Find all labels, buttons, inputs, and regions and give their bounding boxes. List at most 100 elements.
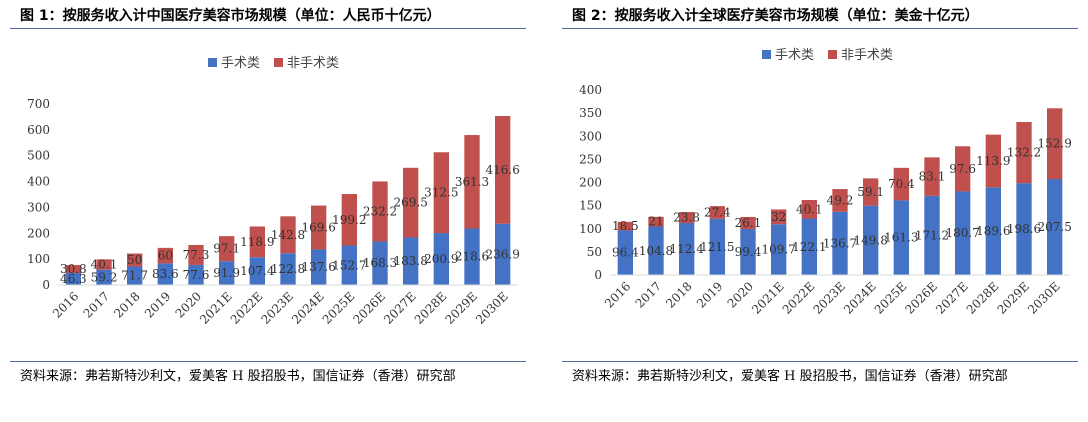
bar-surgical xyxy=(801,218,817,275)
data-label: 121.5 xyxy=(700,240,734,254)
y-tick-label: 300 xyxy=(579,129,602,143)
x-tick-label: 2030E xyxy=(1025,279,1063,317)
bar-non-surgical xyxy=(955,146,971,192)
bar-surgical xyxy=(617,230,633,275)
bar-surgical xyxy=(771,224,787,275)
y-tick-label: 0 xyxy=(594,268,602,282)
bar-non-surgical xyxy=(127,253,143,267)
figure-2-source: 资料来源：弗若斯特沙利文，爱美客 H 股招股书，国信证券（香港）研究部 xyxy=(572,369,1008,384)
bar-surgical xyxy=(648,226,664,275)
x-tick-label: 2024E xyxy=(841,279,879,317)
figure-1-panel: 图 1：按服务收入计中国医疗美容市场规模（单位：人民币十亿元） 手术类 非手术类 0… xyxy=(0,0,536,422)
data-label: 40.1 xyxy=(91,258,118,272)
bar-non-surgical xyxy=(985,134,1001,188)
data-label: 269.5 xyxy=(393,196,427,210)
figure-2-top-rule xyxy=(562,28,1078,29)
legend-label-2: 非手术类 xyxy=(287,56,339,71)
bar-surgical xyxy=(433,233,449,285)
data-label: 149.8 xyxy=(853,233,887,247)
data-label: 21 xyxy=(648,215,663,229)
bar-non-surgical xyxy=(219,236,235,262)
data-label: 97.1 xyxy=(213,242,240,256)
bar-non-surgical xyxy=(96,259,112,270)
bar-non-surgical xyxy=(1047,108,1063,180)
data-label: 122.1 xyxy=(792,240,826,254)
x-tick-label: 2026E xyxy=(350,289,388,327)
bar-surgical xyxy=(127,266,143,285)
bar-surgical xyxy=(709,218,725,275)
data-label: 161.3 xyxy=(884,231,918,245)
data-label: 200.9 xyxy=(424,252,458,266)
y-tick-label: 400 xyxy=(579,83,602,97)
data-label: 91.9 xyxy=(213,266,240,280)
x-tick-label: 2018 xyxy=(663,279,694,310)
x-tick-label: 2024E xyxy=(289,289,327,327)
x-tick-label: 2028E xyxy=(964,279,1002,317)
figure-1-bottom-rule xyxy=(10,361,526,362)
bar-non-surgical xyxy=(679,212,695,224)
data-label: 136.7 xyxy=(823,236,857,250)
bar-surgical xyxy=(832,211,848,275)
y-tick-label: 200 xyxy=(579,176,602,190)
bar-surgical xyxy=(403,237,419,285)
data-label: 83.1 xyxy=(919,170,946,184)
x-tick-label: 2023E xyxy=(810,279,848,317)
bar-surgical xyxy=(924,195,940,275)
data-label: 32 xyxy=(771,210,786,224)
figure-1-title: 图 1：按服务收入计中国医疗美容市场规模（单位：人民币十亿元） xyxy=(20,8,441,24)
x-tick-label: 2022E xyxy=(780,279,818,317)
bar-surgical xyxy=(188,264,204,285)
bar-non-surgical xyxy=(1016,122,1032,184)
legend-swatch-2 xyxy=(274,58,283,67)
bar-surgical xyxy=(311,249,327,285)
bar-non-surgical xyxy=(709,206,725,219)
data-label: 46.3 xyxy=(60,272,87,286)
data-label: 207.5 xyxy=(1037,220,1071,234)
bar-surgical xyxy=(863,205,879,275)
bar-non-surgical xyxy=(771,209,787,225)
bar-surgical xyxy=(1047,179,1063,275)
bar-surgical xyxy=(1016,183,1032,275)
bar-non-surgical xyxy=(801,199,817,219)
x-tick-label: 2018 xyxy=(111,289,142,320)
data-label: 168.3 xyxy=(363,256,397,270)
bar-surgical xyxy=(372,241,388,285)
data-label: 97.6 xyxy=(949,162,976,176)
data-label: 109.7 xyxy=(761,243,795,257)
legend-swatch-1 xyxy=(762,50,771,59)
data-label: 77.3 xyxy=(183,248,210,262)
y-tick-label: 100 xyxy=(579,222,602,236)
data-label: 152.9 xyxy=(1037,137,1071,151)
data-label: 180.7 xyxy=(945,226,979,240)
legend-label-1: 手术类 xyxy=(221,56,260,71)
data-label: 169.6 xyxy=(301,220,335,234)
figure-2-chart: 手术类 非手术类05010015020025030035040096.418.51… xyxy=(579,48,1072,317)
legend-swatch-1 xyxy=(208,58,217,67)
bar-surgical xyxy=(740,229,756,275)
bar-non-surgical xyxy=(341,194,357,246)
x-tick-label: 2016 xyxy=(602,279,633,310)
data-label: 189.6 xyxy=(976,224,1010,238)
y-tick-label: 100 xyxy=(27,252,50,266)
data-label: 59.1 xyxy=(857,185,884,199)
data-label: 27.4 xyxy=(704,205,731,219)
data-label: 18.5 xyxy=(612,219,639,233)
data-label: 99.4 xyxy=(735,245,762,259)
data-label: 77.6 xyxy=(183,268,210,282)
y-tick-label: 0 xyxy=(42,278,50,292)
data-label: 137.6 xyxy=(301,260,335,274)
data-label: 198.6 xyxy=(1007,222,1041,236)
x-tick-label: 2017 xyxy=(633,279,664,310)
data-label: 59.2 xyxy=(91,270,118,284)
bar-non-surgical xyxy=(433,152,449,234)
figure-2-title: 图 2：按服务收入计全球医疗美容市场规模（单位：美金十亿元） xyxy=(572,8,979,24)
y-tick-label: 150 xyxy=(579,199,602,213)
bar-surgical xyxy=(495,223,511,285)
data-label: 312.5 xyxy=(424,186,458,200)
y-tick-label: 250 xyxy=(579,152,602,166)
bar-surgical xyxy=(955,191,971,275)
bar-surgical xyxy=(65,273,81,285)
x-tick-label: 2021E xyxy=(197,289,235,327)
data-label: 132.2 xyxy=(1007,146,1041,160)
bar-surgical xyxy=(157,263,173,285)
